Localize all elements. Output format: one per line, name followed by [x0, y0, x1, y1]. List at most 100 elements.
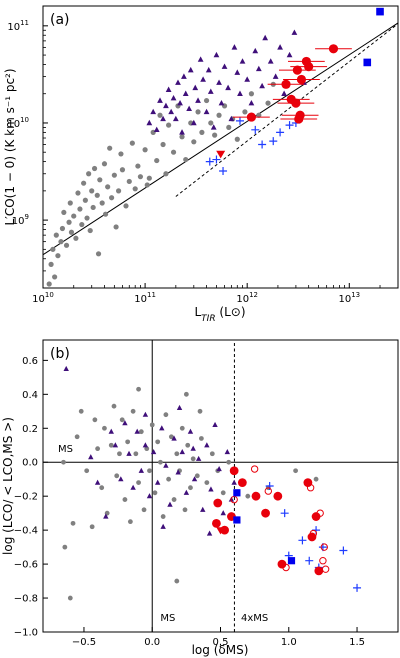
panel-a-point-triangle	[205, 66, 212, 73]
panel-a-point-triangle	[197, 56, 204, 62]
panel-a-point-triangle	[272, 73, 279, 79]
panel-a-point-plus	[235, 116, 244, 125]
panel-a-xtick-label: 1011	[134, 291, 156, 305]
panel-a-point-square	[376, 7, 384, 16]
panel-b-frame	[42, 339, 399, 633]
panel-a-point-circle	[160, 141, 166, 148]
panel-a-point-circle	[52, 274, 58, 280]
panel-b-point-circle	[78, 408, 84, 414]
panel-a-point-circle	[292, 65, 302, 75]
panel-b-point-circle	[313, 476, 319, 482]
panel-b-ytick-label: 0.4	[22, 390, 38, 401]
panel-a-point-triangle	[234, 69, 241, 75]
panel-a-point-triangle	[195, 97, 201, 103]
panel-b-ytick-label: 0.6	[22, 356, 38, 367]
panel-a-point-triangle	[163, 102, 169, 109]
panel-b-point-circle	[204, 480, 210, 486]
panel-b-annotation: MS	[58, 444, 73, 455]
panel-b-point-circle	[114, 473, 120, 479]
panel-a-point-circle	[304, 62, 314, 72]
panel-b-point-triangle	[63, 365, 69, 371]
panel-a-point-circle	[212, 132, 218, 138]
panel-b-annotation: MS	[160, 613, 175, 624]
panel-b-xtick-label: 1.5	[349, 637, 365, 648]
panel-a-point-plus	[276, 128, 285, 137]
panel-b-point-square	[233, 489, 241, 497]
panel-a-point-triangle	[207, 88, 214, 94]
panel-b-point-circle	[194, 473, 200, 479]
panel-a-point-circle	[67, 200, 73, 206]
panel-b-ytick-label: −0.6	[14, 560, 38, 571]
panel-b-point-triangle	[167, 501, 173, 507]
panel-b-point-circle-open	[264, 487, 272, 495]
panel-b-point-triangle	[176, 404, 183, 411]
panel-a-point-triangle	[267, 58, 274, 64]
panel-b-point-circle-open	[320, 543, 328, 551]
panel-a-point-triangle	[237, 90, 243, 96]
panel-a-point-triangle	[175, 79, 181, 85]
panel-b-point-circle	[213, 498, 223, 508]
panel-b-point-circle	[125, 439, 131, 445]
panel-a-point-circle	[142, 147, 148, 153]
panel-a-point-triangle	[221, 63, 228, 69]
panel-b-point-square	[233, 516, 241, 524]
panel-b-point-triangle	[108, 428, 114, 434]
panel-a-point-circle	[208, 120, 214, 126]
panel-b-point-triangle	[179, 449, 185, 455]
panel-a-point-circle	[203, 97, 210, 104]
panel-b-annotation: 4xMS	[241, 613, 268, 624]
panel-b-xtick-label: −0.5	[72, 637, 96, 648]
panel-b-point-triangle	[112, 442, 119, 448]
panel-b-point-circle	[182, 507, 188, 513]
panel-b-point-circle	[74, 434, 80, 440]
panel-b-point-plus	[353, 583, 362, 592]
panel-b-point-plus	[305, 556, 314, 565]
panel-b-point-circle	[99, 485, 105, 491]
panel-a-point-triangle	[259, 82, 265, 89]
panel-a-point-circle	[195, 109, 201, 115]
panel-a-point-triangle	[146, 119, 153, 126]
panel-b-point-plus	[280, 509, 289, 518]
panel-b-xtick-label: 0.0	[144, 637, 160, 648]
panel-b-point-circle	[122, 497, 128, 502]
panel-b-point-circle	[149, 422, 155, 428]
panel-a-point-triangle	[200, 76, 206, 82]
panel-b-point-square	[287, 557, 296, 565]
panel-a-ylabel: L′CO(1 − 0) (K km s⁻¹ pc²)	[3, 68, 17, 225]
panel-b-point-circle	[261, 508, 270, 518]
panel-b-point-triangle	[208, 486, 214, 492]
panel-a-point-triangle	[181, 73, 187, 79]
panel-b-point-triangle	[94, 479, 101, 485]
panel-a-frame	[42, 5, 399, 289]
panel-a-point-circle	[53, 232, 59, 238]
panel-b-point-circle	[61, 459, 66, 465]
panel-b-point-circle	[136, 480, 141, 486]
panel-a-point-circle	[63, 242, 70, 248]
panel-b-label: (b)	[50, 346, 70, 362]
panel-b-point-triangle	[212, 421, 218, 427]
panel-b-point-triangle	[103, 513, 109, 519]
panel-a-point-triangle	[252, 47, 259, 54]
panel-b-point-triangle	[150, 449, 157, 455]
panel-a-point-circle	[91, 165, 98, 172]
panel-a-point-circle	[234, 136, 240, 142]
panel-b-xtick-label: 0.5	[213, 637, 229, 648]
panel-b-point-circle	[251, 491, 261, 501]
panel-a-point-circle	[68, 229, 75, 235]
panel-b-point-circle	[62, 544, 68, 550]
panel-a-point-circle	[90, 204, 96, 211]
panel-a-point-circle	[111, 172, 117, 178]
panel-b-point-plus	[298, 536, 307, 545]
panel-a-point-triangle	[203, 108, 210, 115]
panel-a-point-circle	[291, 98, 301, 108]
panel-b-point-triangle	[88, 454, 94, 460]
panel-b-ytick-label: −1.0	[14, 628, 38, 639]
panel-a-point-triangle	[170, 94, 177, 101]
panel-b-point-circle	[141, 507, 147, 513]
panel-b-point-circle-open	[321, 565, 330, 573]
panel-b-point-circle	[311, 512, 321, 521]
panel-a-point-circle	[81, 180, 87, 186]
panel-a-point-circle	[328, 44, 339, 54]
